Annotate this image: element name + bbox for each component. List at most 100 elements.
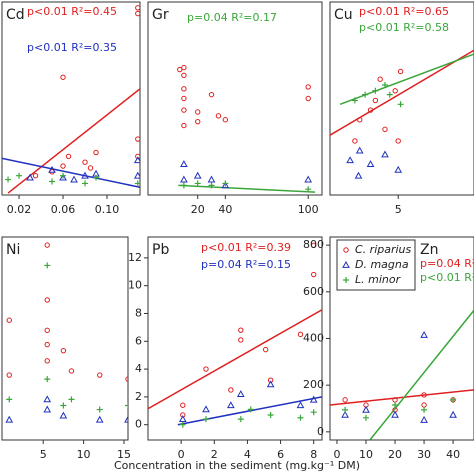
point bbox=[93, 149, 99, 156]
point bbox=[180, 175, 188, 183]
y-tick-label: 2 bbox=[135, 390, 142, 403]
point bbox=[354, 171, 363, 179]
point bbox=[236, 390, 245, 398]
panel-title: Cd bbox=[6, 7, 25, 23]
point bbox=[355, 146, 364, 154]
point bbox=[237, 416, 244, 423]
point bbox=[202, 405, 210, 413]
legend-label: C. riparius bbox=[355, 243, 412, 256]
point bbox=[43, 395, 52, 403]
point bbox=[44, 341, 50, 348]
point bbox=[421, 392, 427, 398]
fit-line bbox=[369, 309, 474, 440]
point bbox=[44, 242, 50, 248]
plot-frame bbox=[1, 236, 129, 441]
point bbox=[44, 327, 50, 334]
point bbox=[392, 88, 398, 94]
x-tick-label: 0.02 bbox=[7, 203, 32, 216]
point bbox=[178, 415, 187, 423]
point bbox=[309, 395, 318, 403]
x-tick-label: 40 bbox=[218, 203, 232, 216]
point bbox=[215, 113, 222, 119]
x-tick-label: 8 bbox=[310, 448, 317, 461]
point bbox=[44, 358, 50, 364]
point bbox=[372, 97, 379, 104]
legend-box bbox=[336, 239, 416, 291]
point bbox=[395, 138, 401, 144]
point bbox=[238, 337, 244, 343]
point bbox=[180, 402, 186, 408]
x-tick-label: 20 bbox=[191, 203, 205, 216]
x-tick-label: 2 bbox=[211, 448, 218, 461]
point bbox=[181, 86, 187, 92]
panel-title: Ni bbox=[6, 242, 20, 258]
point bbox=[381, 150, 389, 158]
point bbox=[346, 156, 354, 164]
point bbox=[207, 175, 216, 183]
point bbox=[59, 411, 68, 419]
y-tick-label: 400 bbox=[303, 332, 324, 345]
plot-area bbox=[177, 64, 316, 193]
y-tick-label: 8 bbox=[135, 306, 142, 319]
point bbox=[208, 182, 215, 189]
point bbox=[60, 172, 67, 179]
point bbox=[68, 396, 75, 403]
panel-title: Gr bbox=[152, 7, 169, 23]
fit-line bbox=[2, 157, 140, 189]
x-tick-label: 10 bbox=[359, 448, 373, 461]
plot-frame bbox=[1, 1, 141, 196]
point bbox=[342, 397, 348, 403]
point bbox=[59, 173, 67, 181]
point bbox=[181, 72, 187, 79]
point bbox=[351, 97, 358, 104]
point bbox=[304, 175, 313, 183]
annotation: p<0.01 R²=0 bbox=[420, 271, 474, 284]
point bbox=[394, 165, 403, 173]
point bbox=[60, 402, 67, 409]
point bbox=[367, 107, 374, 113]
point bbox=[87, 165, 94, 171]
y-tick-label: 0 bbox=[135, 418, 142, 431]
point bbox=[247, 406, 254, 413]
point bbox=[450, 396, 457, 403]
point bbox=[195, 109, 201, 115]
x-tick-label: 100 bbox=[298, 203, 319, 216]
point bbox=[96, 406, 103, 413]
point bbox=[5, 415, 14, 423]
point bbox=[228, 387, 234, 393]
point bbox=[391, 410, 399, 418]
y-tick-label: 0 bbox=[317, 425, 324, 438]
point bbox=[296, 401, 305, 409]
point bbox=[392, 402, 399, 408]
point bbox=[311, 242, 317, 249]
fit-line bbox=[148, 309, 322, 410]
point bbox=[421, 406, 428, 413]
fit-line bbox=[339, 53, 474, 105]
x-tick-label: 5 bbox=[40, 448, 47, 461]
y-tick-label: 800 bbox=[303, 238, 324, 251]
point bbox=[82, 180, 89, 187]
point bbox=[382, 126, 388, 133]
point bbox=[133, 156, 140, 164]
point bbox=[5, 176, 12, 183]
point bbox=[125, 376, 128, 382]
point bbox=[181, 107, 187, 113]
point bbox=[93, 174, 100, 181]
point bbox=[352, 138, 358, 144]
y-tick-label: 4 bbox=[135, 362, 142, 375]
point bbox=[362, 405, 370, 413]
point bbox=[193, 171, 202, 179]
annotation: p<0.01 R²=0.65 bbox=[359, 5, 449, 18]
x-tick-label: 4 bbox=[244, 448, 251, 461]
point bbox=[208, 91, 215, 98]
point bbox=[363, 414, 369, 421]
annotation: p<0.01 R²=0.58 bbox=[359, 21, 449, 34]
fit-line bbox=[330, 49, 474, 136]
point bbox=[135, 10, 140, 17]
point bbox=[420, 415, 428, 423]
point bbox=[133, 171, 140, 179]
point bbox=[203, 366, 209, 372]
point bbox=[181, 95, 187, 102]
annotation: p<0.01 R²=0.39 bbox=[201, 241, 291, 254]
plot-area bbox=[5, 242, 128, 423]
